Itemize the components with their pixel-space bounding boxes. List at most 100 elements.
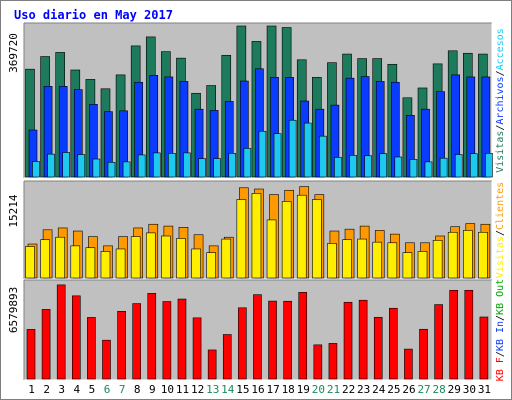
x-tick-label: 12 (191, 383, 204, 396)
bar-visitas-middle (100, 251, 111, 279)
x-tick-label: 31 (478, 383, 491, 396)
legend-entry: KB In (495, 321, 506, 351)
bar-kb-f (449, 289, 459, 380)
bar-kb-f (41, 309, 51, 380)
legend-entry: Accesos (495, 28, 506, 70)
bar-visitas-middle (85, 247, 96, 279)
bar-kb-f (177, 298, 187, 380)
x-tick-label: 25 (387, 383, 400, 396)
x-tick-label: 28 (433, 383, 446, 396)
bar-visitas-middle (266, 219, 277, 279)
x-tick-label: 23 (357, 383, 370, 396)
x-tick-label: 2 (43, 383, 50, 396)
bar-accesos (198, 158, 206, 178)
bar-visitas-middle (312, 199, 322, 279)
bar-accesos (470, 153, 478, 178)
legend-entry: / (495, 351, 506, 357)
bar-kb-f (192, 317, 202, 380)
y-axis-max-label: 6579893 (7, 287, 20, 333)
bar-visitas-middle (417, 251, 428, 279)
bar-accesos (183, 152, 191, 178)
bar-visitas-middle (478, 231, 488, 279)
bar-kb-f (419, 328, 428, 380)
bar-visitas-middle (372, 241, 383, 279)
legend-entry: / (495, 315, 506, 321)
x-tick-label: 8 (134, 383, 141, 396)
bar-kb-f (238, 307, 247, 380)
bar-visitas-middle (387, 242, 398, 279)
bar-kb-f (56, 284, 66, 380)
bar-kb-f (268, 300, 277, 380)
bar-accesos (334, 157, 342, 178)
bar-accesos (122, 161, 131, 178)
bar-visitas-middle (327, 243, 337, 279)
x-tick-label: 3 (58, 383, 65, 396)
bar-visitas-middle (357, 238, 367, 279)
x-tick-label: 17 (266, 383, 279, 396)
bar-accesos (288, 119, 297, 178)
bar-accesos (168, 153, 176, 178)
bar-kb-f (253, 294, 262, 380)
x-tick-label: 27 (417, 383, 430, 396)
bar-accesos (107, 161, 116, 178)
bar-accesos (409, 159, 418, 178)
bar-kb-f (328, 343, 338, 380)
bar-kb-f (87, 317, 96, 380)
bar-visitas-middle (161, 235, 171, 279)
bar-kb-f (162, 301, 172, 380)
bar-kb-f (117, 311, 126, 380)
y-axis-max-label: 15214 (7, 194, 20, 227)
bar-kb-f (464, 289, 474, 380)
bar-visitas-middle (463, 230, 473, 279)
bar-kb-f (343, 301, 353, 380)
x-tick-label: 20 (312, 383, 325, 396)
bar-accesos (454, 154, 463, 178)
bar-accesos (92, 158, 101, 178)
x-tick-label: 9 (149, 383, 156, 396)
x-tick-label: 14 (221, 383, 235, 396)
bar-kb-f (434, 304, 443, 380)
x-tick-label: 1 (28, 383, 35, 396)
legend-entry: Archivos (495, 76, 506, 124)
bar-visitas-middle (130, 236, 141, 279)
x-tick-label: 15 (236, 383, 249, 396)
legend-middle: Visitas/Clientes (495, 182, 506, 278)
legend-entry: / (495, 125, 506, 131)
bar-accesos (62, 152, 70, 178)
x-tick-label: 24 (372, 383, 386, 396)
x-tick-label: 16 (251, 383, 264, 396)
bar-accesos (394, 156, 403, 178)
bar-visitas-middle (402, 252, 413, 279)
bar-visitas-middle (176, 238, 186, 279)
legend-entry: KB Out (495, 279, 506, 315)
x-tick-label: 22 (342, 383, 355, 396)
bar-kb-f (358, 299, 368, 380)
bar-accesos (32, 161, 40, 178)
bar-visitas-middle (191, 248, 201, 279)
bar-visitas-middle (115, 248, 126, 279)
x-tick-label: 18 (282, 383, 295, 396)
x-tick-label: 5 (89, 383, 96, 396)
bar-visitas-middle (55, 236, 65, 279)
bar-accesos (273, 133, 282, 178)
x-tick-label: 26 (402, 383, 415, 396)
y-axis-max-label: 369720 (7, 33, 20, 73)
x-tick-label: 10 (161, 383, 174, 396)
bar-kb-f (207, 349, 217, 380)
legend-entry: / (495, 70, 506, 76)
bar-accesos (213, 158, 221, 178)
x-tick-label: 19 (297, 383, 310, 396)
x-tick-label: 21 (327, 383, 340, 396)
bar-kb-f (298, 292, 308, 380)
bar-visitas-middle (221, 238, 232, 279)
bar-accesos (303, 122, 312, 178)
bar-kb-f (313, 344, 323, 380)
bar-visitas-middle (25, 246, 35, 279)
bar-kb-f (404, 348, 413, 380)
legend-entry: Visitas (495, 236, 506, 278)
x-tick-label: 11 (176, 383, 189, 396)
bar-visitas-middle (206, 252, 216, 279)
legend-entry: KB F (495, 357, 506, 381)
bar-visitas-middle (432, 240, 443, 279)
